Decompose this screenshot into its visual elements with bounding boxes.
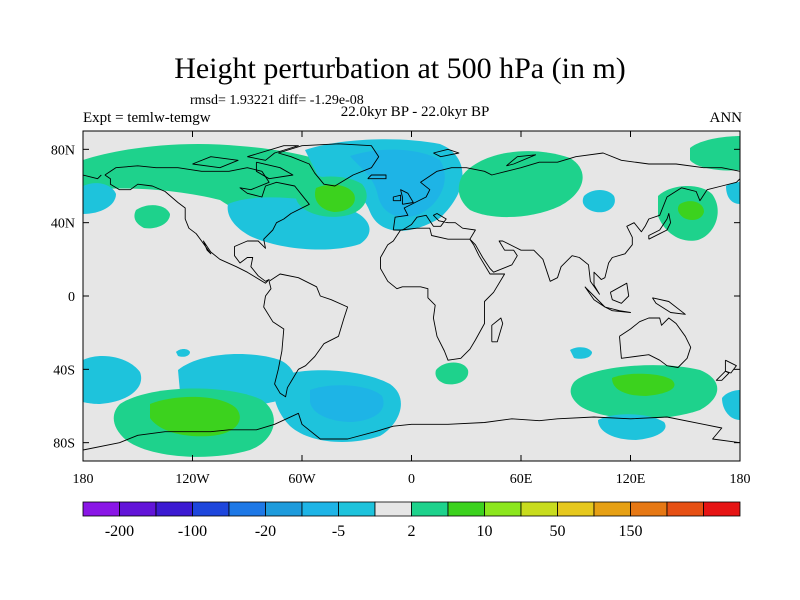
contour-fields	[83, 136, 740, 457]
coastline	[609, 282, 630, 304]
coastline	[724, 359, 737, 374]
coastlines	[83, 143, 740, 451]
colorbar-swatch	[192, 501, 230, 517]
colorbar-swatch	[228, 501, 266, 517]
colorbar-label: -200	[105, 523, 134, 540]
colorbar-label: 50	[550, 523, 566, 540]
y-tick-label: 40N	[51, 217, 75, 232]
negative-anomaly-region	[726, 182, 740, 204]
y-tick-label: 0	[68, 290, 75, 305]
coastline	[263, 273, 349, 398]
experiment-label: Expt = temlw-temgw	[83, 110, 211, 126]
colorbar-swatch	[301, 501, 339, 517]
negative-anomaly-region	[582, 190, 615, 213]
x-tick-label: 0	[408, 472, 415, 487]
coastline	[380, 227, 506, 361]
coastline	[715, 370, 730, 381]
colorbar-label: -5	[332, 523, 345, 540]
plot-title: Height perturbation at 500 hPa (in m)	[174, 52, 626, 85]
positive-anomaly-region	[435, 362, 469, 385]
colorbar-swatch	[82, 501, 120, 517]
colorbar-swatch	[338, 501, 376, 517]
x-tick-label: 180	[73, 472, 94, 487]
colorbar-label: 150	[619, 523, 643, 540]
coastline	[104, 165, 310, 284]
x-tick-label: 60W	[288, 472, 316, 487]
coastline	[506, 154, 537, 167]
colorbar-swatch	[484, 501, 522, 517]
x-tick-label: 180	[730, 472, 751, 487]
negative-anomaly-region	[83, 356, 142, 404]
positive-anomaly-region	[134, 205, 170, 229]
coastline	[83, 174, 102, 180]
colorbar-swatch	[666, 501, 704, 517]
coastline	[604, 306, 631, 313]
colorbar-swatch	[265, 501, 303, 517]
y-tick-label: 80S	[53, 437, 75, 452]
x-tick-label: 120E	[616, 472, 646, 487]
positive-anomaly-core	[677, 201, 704, 220]
coastline	[367, 174, 387, 180]
positive-anomaly-region	[458, 151, 583, 218]
colorbar-label: 2	[408, 523, 416, 540]
colorbar-swatch	[119, 501, 157, 517]
negative-anomaly-region	[83, 183, 116, 214]
colorbar-swatch	[557, 501, 595, 517]
coastline	[619, 317, 692, 368]
coastline	[491, 317, 504, 343]
negative-anomaly-region	[176, 349, 190, 357]
colorbar-label: -100	[178, 523, 207, 540]
axis-ticks	[82, 131, 741, 461]
season-label: ANN	[709, 110, 743, 126]
coastline	[83, 412, 740, 451]
coastline	[255, 161, 294, 180]
coastline	[433, 148, 460, 158]
negative-anomaly-region	[722, 390, 740, 420]
positive-anomaly-core	[612, 373, 675, 396]
coastline	[392, 152, 740, 231]
colorbar-label: 10	[477, 523, 493, 540]
coastline	[400, 189, 414, 205]
colorbar-swatch	[411, 501, 449, 517]
coastline	[278, 143, 380, 187]
x-tick-label: 120W	[175, 472, 210, 487]
colorbar-swatch	[703, 501, 741, 517]
coastline	[247, 145, 299, 161]
coastline	[652, 297, 686, 315]
colorbar-swatch	[520, 501, 558, 517]
negative-anomaly-core	[310, 385, 384, 422]
positive-anomaly-core	[314, 184, 355, 212]
colorbar-swatch	[155, 501, 193, 517]
axis-labels: 180 120W 60W 0 60E 120E 180 80N 40N 0 40S 80S	[51, 143, 751, 487]
colorbar-swatch	[447, 501, 485, 517]
colorbar-swatch	[630, 501, 668, 517]
colorbar-swatch	[593, 501, 631, 517]
y-tick-label: 40S	[53, 363, 75, 378]
colorbar: -200 -100 -20 -5 2 10 50 150	[82, 501, 741, 540]
colorbar-label: -20	[255, 523, 276, 540]
negative-anomaly-region	[598, 414, 666, 440]
coastline	[393, 178, 740, 295]
positive-anomaly-core	[150, 396, 240, 437]
coastline	[192, 156, 239, 169]
positive-anomaly-region	[690, 136, 740, 171]
rmsd-diff-stats: rmsd= 1.93221 diff= -1.29e-08	[190, 93, 364, 108]
coastline	[392, 194, 402, 202]
negative-anomaly-region	[570, 347, 592, 359]
colorbar-swatch	[374, 501, 412, 517]
negative-anomaly-core	[350, 149, 445, 218]
time-period-label: 22.0kyr BP - 22.0kyr BP	[340, 104, 490, 120]
coastline	[648, 213, 672, 240]
x-tick-label: 60E	[510, 472, 533, 487]
y-tick-label: 80N	[51, 143, 75, 158]
